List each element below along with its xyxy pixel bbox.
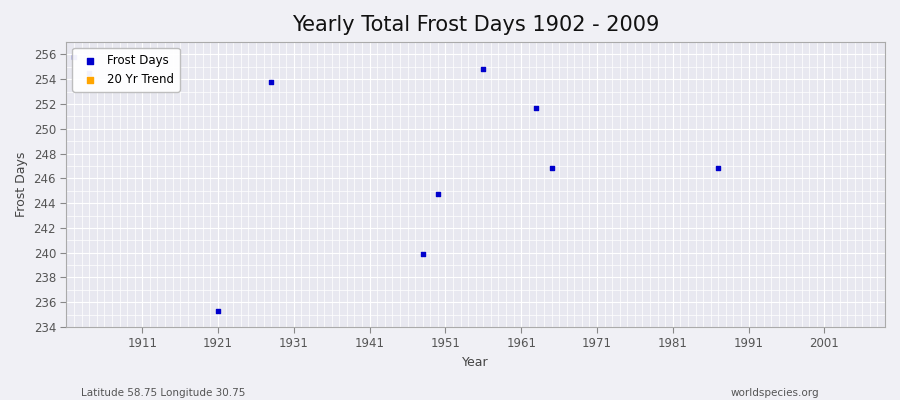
- Frost Days: [211, 308, 225, 314]
- Frost Days: [529, 104, 544, 111]
- Text: Latitude 58.75 Longitude 30.75: Latitude 58.75 Longitude 30.75: [81, 388, 246, 398]
- Legend: Frost Days, 20 Yr Trend: Frost Days, 20 Yr Trend: [72, 48, 179, 92]
- Frost Days: [430, 191, 445, 198]
- Frost Days: [544, 165, 559, 172]
- Frost Days: [264, 78, 278, 85]
- Y-axis label: Frost Days: Frost Days: [15, 152, 28, 217]
- Text: worldspecies.org: worldspecies.org: [731, 388, 819, 398]
- Frost Days: [67, 54, 81, 60]
- Frost Days: [416, 251, 430, 257]
- Frost Days: [711, 165, 725, 172]
- Frost Days: [476, 66, 491, 72]
- X-axis label: Year: Year: [463, 356, 489, 369]
- Frost Days: [82, 70, 96, 76]
- Title: Yearly Total Frost Days 1902 - 2009: Yearly Total Frost Days 1902 - 2009: [292, 15, 660, 35]
